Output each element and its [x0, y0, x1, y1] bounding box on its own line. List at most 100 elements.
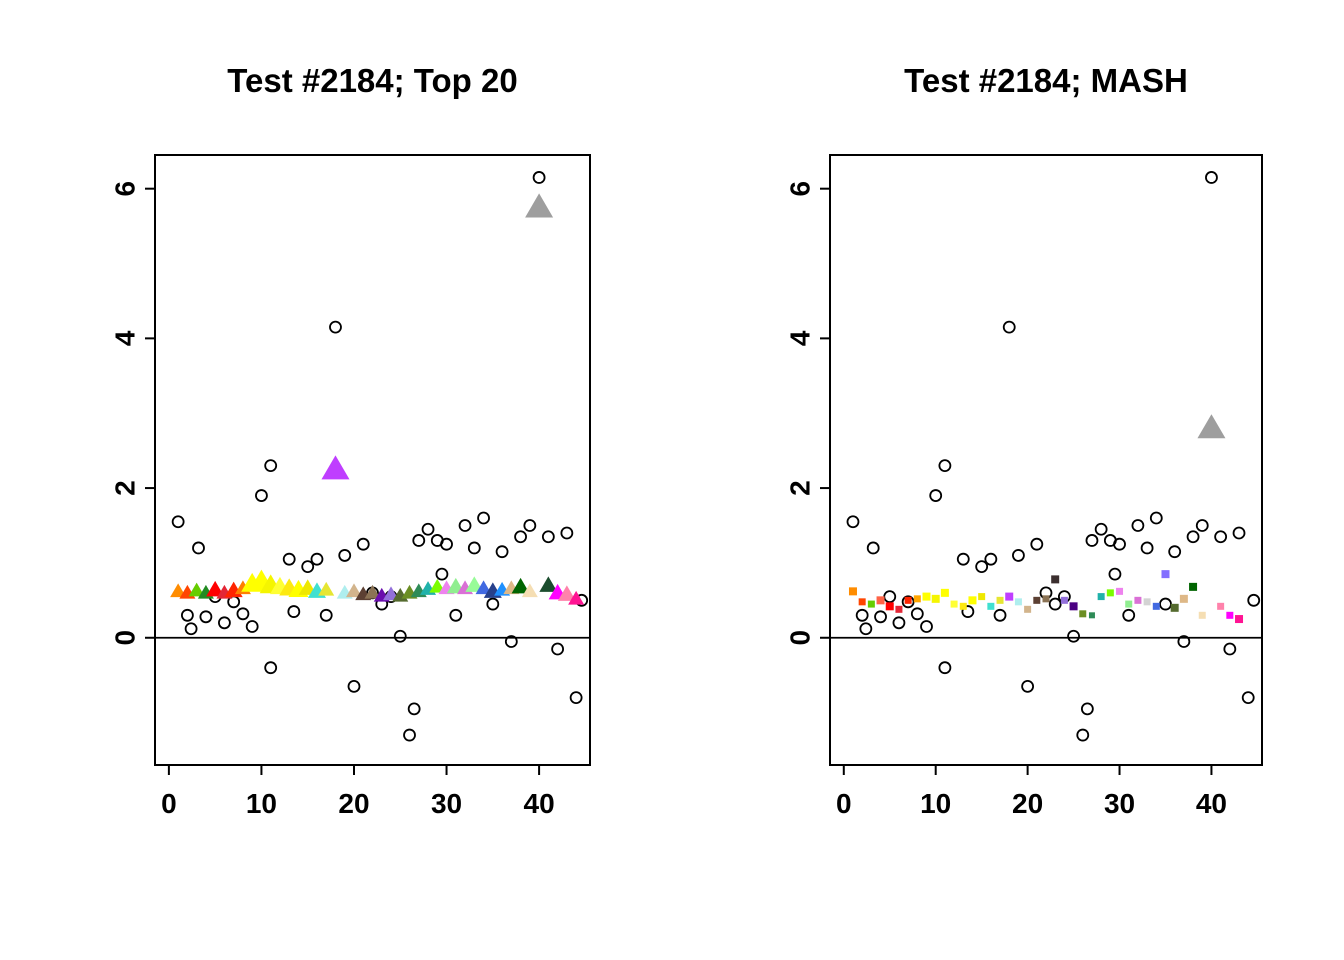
observed-point-circle — [1048, 597, 1062, 611]
observed-point-circle — [477, 511, 490, 525]
y-axis-tick-label: 2 — [784, 480, 815, 496]
estimate-square-marker — [1033, 596, 1041, 604]
estimate-square-marker — [1106, 589, 1114, 597]
estimate-triangle-marker — [557, 585, 576, 601]
estimate-square-marker — [1134, 596, 1142, 604]
estimate-square-marker — [1005, 592, 1014, 601]
observed-point-circle — [1002, 320, 1016, 334]
observed-point-circle — [1085, 534, 1099, 547]
estimate-triangle-marker — [429, 578, 446, 593]
observed-point-circle — [541, 530, 555, 544]
observed-point-circle — [218, 616, 231, 630]
observed-point-circle — [440, 537, 453, 551]
estimate-square-marker — [895, 605, 903, 613]
estimate-square-marker — [1079, 610, 1087, 618]
observed-point-circle — [393, 629, 407, 643]
observed-point-circle — [892, 616, 906, 630]
observed-point-circle — [569, 691, 583, 705]
observed-point-circle — [1067, 629, 1080, 643]
observed-point-circle — [467, 541, 481, 555]
plot-right: Test #2184; MASH 0 10 20 30 40 0 2 4 6 — [784, 62, 1263, 819]
observed-point-circle — [287, 605, 301, 618]
estimate-square-marker — [885, 602, 894, 611]
observed-point-circle — [1108, 567, 1122, 581]
plot-left: Test #2184; Top 20 0 10 20 30 40 0 2 4 6 — [109, 62, 591, 819]
observed-point-circle — [504, 635, 518, 648]
observed-point-circle — [1080, 702, 1094, 716]
estimate-square-marker — [1189, 582, 1198, 591]
observed-point-circle — [1159, 597, 1172, 611]
estimate-triangle-marker — [321, 455, 350, 480]
estimate-triangle-marker — [345, 583, 362, 598]
estimate-square-marker — [968, 596, 977, 605]
observed-point-circle — [319, 608, 333, 622]
estimate-square-marker — [922, 592, 931, 601]
estimate-triangle-marker — [188, 582, 205, 597]
estimate-square-marker — [867, 600, 875, 608]
observed-point-circle — [984, 552, 998, 566]
observed-point-circle — [532, 171, 546, 184]
estimate-triangle-marker — [465, 576, 484, 592]
observed-point-circle — [421, 522, 435, 536]
estimate-square-marker — [1161, 570, 1170, 579]
estimate-square-marker — [1051, 575, 1060, 584]
observed-point-circle — [929, 489, 943, 502]
observed-point-circle — [264, 459, 278, 473]
estimate-square-marker — [1179, 594, 1188, 603]
y-axis-tick-label: 0 — [109, 630, 140, 646]
estimate-square-marker — [1116, 587, 1124, 595]
estimate-triangle-marker — [511, 577, 530, 594]
estimate-square-marker — [931, 594, 940, 603]
x-axis-tick-label: 0 — [161, 788, 177, 819]
observed-point-circle — [855, 608, 869, 622]
observed-point-circle — [1122, 608, 1136, 622]
observed-point-circle — [338, 549, 352, 562]
observed-point-circle — [938, 661, 952, 675]
x-axis-tick-label: 30 — [1104, 788, 1135, 819]
observed-point-circle — [1012, 549, 1025, 562]
estimate-square-marker — [913, 595, 921, 603]
observed-point-circle — [171, 515, 185, 529]
y-axis-tick-label: 6 — [109, 181, 140, 197]
plot-border — [154, 154, 591, 766]
y-axis-tick-label: 6 — [784, 181, 815, 197]
x-axis-tick-label: 40 — [524, 788, 555, 819]
observed-point-circle — [975, 560, 989, 574]
observed-point-circle — [435, 567, 449, 581]
x-axis-tick-label: 10 — [246, 788, 277, 819]
estimate-square-marker — [1217, 602, 1225, 610]
estimate-triangle-marker — [364, 584, 381, 599]
observed-point-circle — [1205, 171, 1218, 184]
estimate-triangle-marker — [475, 580, 492, 595]
x-axis-tick-label: 20 — [1012, 788, 1043, 819]
estimate-square-marker — [1097, 593, 1105, 601]
estimate-triangle-marker — [206, 580, 225, 597]
observed-point-circle — [859, 622, 873, 636]
observed-point-circle — [458, 519, 472, 532]
estimate-square-marker — [1060, 596, 1068, 604]
estimate-triangle-marker — [170, 583, 187, 598]
y-axis-tick-label: 4 — [784, 330, 815, 346]
estimate-square-marker — [940, 588, 949, 597]
observed-point-circle — [180, 608, 194, 622]
estimate-square-marker — [1226, 611, 1234, 619]
observed-point-circle — [310, 552, 324, 566]
x-axis-tick-label: 40 — [1196, 788, 1227, 819]
observed-point-circle — [1149, 511, 1163, 525]
observed-point-circle — [523, 519, 537, 532]
estimate-square-marker — [876, 596, 885, 605]
observed-point-circle — [910, 607, 924, 621]
observed-point-circle — [1247, 593, 1261, 607]
observed-point-circle — [1232, 526, 1246, 540]
observed-point-circle — [1030, 537, 1044, 551]
observed-point-circle — [356, 537, 370, 551]
estimate-square-marker — [1069, 602, 1078, 611]
estimate-square-marker — [1143, 598, 1151, 606]
observed-point-circle — [301, 560, 315, 574]
observed-point-circle — [993, 608, 1007, 622]
observed-point-circle — [866, 541, 880, 555]
observed-point-circle — [956, 552, 970, 566]
observed-point-circle — [846, 515, 860, 529]
observed-point-circle — [1168, 545, 1182, 559]
observed-point-circle — [329, 320, 342, 334]
